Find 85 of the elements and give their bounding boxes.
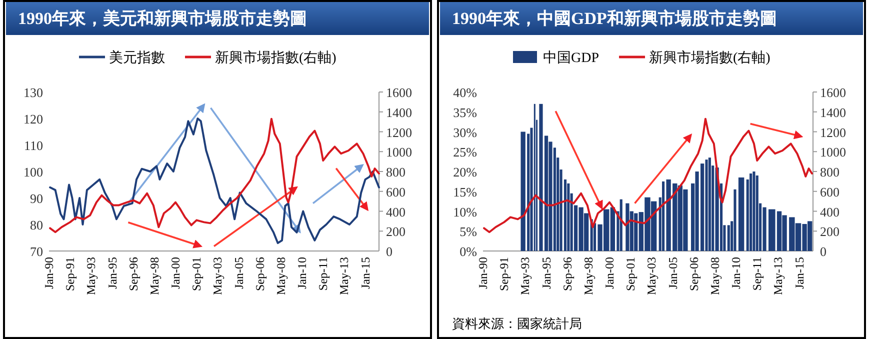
chart-title: 1990年來，美元和新興市場股市走勢圖 — [18, 9, 307, 28]
x-tick-label: May-98 — [147, 257, 162, 295]
y2-tick-label: 400 — [820, 204, 840, 220]
y2-tick-label: 1000 — [386, 144, 412, 160]
y2-tick-label: 200 — [820, 224, 840, 240]
bar — [762, 207, 766, 251]
x-tick-label: Sep-01 — [190, 257, 204, 291]
x-tick-label: Jan-05 — [232, 257, 246, 289]
y-tick-label: 25% — [453, 144, 478, 160]
x-tick-label: Jan-90 — [42, 257, 56, 289]
x-tick-label: May-03 — [210, 257, 225, 295]
y-tick-label: 110 — [24, 138, 43, 153]
x-tick-label: May-03 — [644, 257, 659, 295]
line-series — [483, 118, 813, 234]
x-tick-label: Sep-96 — [126, 257, 140, 291]
x-tick-label: Jan-95 — [105, 257, 120, 289]
y-tick-label: 30% — [453, 124, 478, 140]
x-tick-label: Sep-91 — [497, 257, 512, 291]
y-tick-label: 90 — [30, 191, 43, 206]
x-tick-label: Sep-11 — [750, 257, 764, 291]
y2-tick-label: 400 — [386, 204, 406, 220]
x-tick-label: May-98 — [581, 257, 596, 295]
source-note: 資料來源：國家統計局 — [452, 316, 582, 331]
y2-tick-label: 600 — [386, 184, 406, 200]
y2-tick-label: 0 — [820, 244, 826, 259]
x-tick-label: Jan-95 — [539, 257, 554, 289]
x-tick-label: May-13 — [337, 257, 352, 295]
x-tick-label: May-08 — [708, 257, 722, 295]
bar — [750, 173, 752, 251]
bar — [734, 189, 736, 251]
y2-tick-label: 1400 — [386, 104, 412, 120]
y2-tick-label: 1400 — [820, 104, 846, 120]
y2-tick-label: 1000 — [820, 144, 846, 160]
x-tick-label: May-93 — [518, 257, 532, 295]
y-tick-label: 0% — [460, 244, 478, 259]
y2-tick-label: 200 — [386, 224, 406, 240]
bar — [756, 175, 758, 251]
y-tick-label: 130 — [24, 85, 43, 100]
bar — [708, 158, 711, 251]
chart-title: 1990年來，中國GDP和新興市場股市走勢圖 — [452, 9, 777, 28]
bar — [626, 203, 630, 251]
x-tick-label: Sep-11 — [316, 257, 330, 291]
y2-tick-label: 1600 — [820, 85, 846, 100]
bar — [727, 225, 730, 251]
y-tick-label: 100 — [24, 164, 43, 180]
legend-label: 中国GDP — [543, 50, 600, 66]
x-tick-label: May-93 — [84, 257, 98, 295]
y2-tick-label: 800 — [386, 164, 406, 180]
y-tick-label: 120 — [24, 112, 43, 126]
y-tick-label: 5% — [460, 224, 478, 240]
y2-tick-label: 0 — [386, 244, 392, 259]
legend-label: 新興市場指數(右軸) — [215, 50, 337, 66]
y2-tick-label: 800 — [820, 164, 840, 180]
bar — [520, 132, 526, 251]
y-tick-label: 80 — [30, 218, 43, 232]
y2-tick-label: 1200 — [820, 124, 846, 140]
x-tick-label: Sep-06 — [252, 257, 267, 291]
x-tick-label: Jan-10 — [729, 257, 744, 289]
x-tick-label: Jan-00 — [168, 257, 183, 289]
x-tick-label: May-08 — [274, 257, 288, 295]
x-tick-label: Sep-96 — [560, 257, 574, 291]
legend-label: 美元指數 — [109, 50, 165, 66]
y-tick-label: 15% — [453, 184, 478, 200]
y-tick-label: 70 — [30, 244, 43, 259]
x-tick-label: Sep-91 — [63, 257, 78, 291]
y2-tick-label: 600 — [820, 184, 840, 200]
bar — [567, 183, 570, 251]
x-tick-label: Jan-15 — [792, 257, 806, 289]
y2-tick-label: 1600 — [386, 85, 412, 100]
x-tick-label: Sep-06 — [686, 257, 701, 291]
y2-tick-label: 1200 — [386, 124, 412, 140]
y-tick-label: 35% — [453, 104, 478, 120]
x-tick-label: Sep-01 — [624, 257, 638, 291]
x-tick-label: Jan-90 — [476, 257, 490, 289]
legend-label: 新興市場指數(右軸) — [649, 50, 771, 66]
x-tick-label: May-13 — [771, 257, 786, 295]
x-tick-label: Jan-10 — [295, 257, 310, 289]
y-tick-label: 40% — [453, 85, 478, 100]
y-tick-label: 10% — [453, 204, 478, 220]
x-tick-label: Jan-05 — [666, 257, 680, 289]
bar — [620, 199, 622, 251]
x-tick-label: Jan-15 — [358, 257, 372, 289]
y-tick-label: 20% — [453, 164, 478, 180]
x-tick-label: Jan-00 — [602, 257, 617, 289]
bar — [752, 172, 756, 251]
